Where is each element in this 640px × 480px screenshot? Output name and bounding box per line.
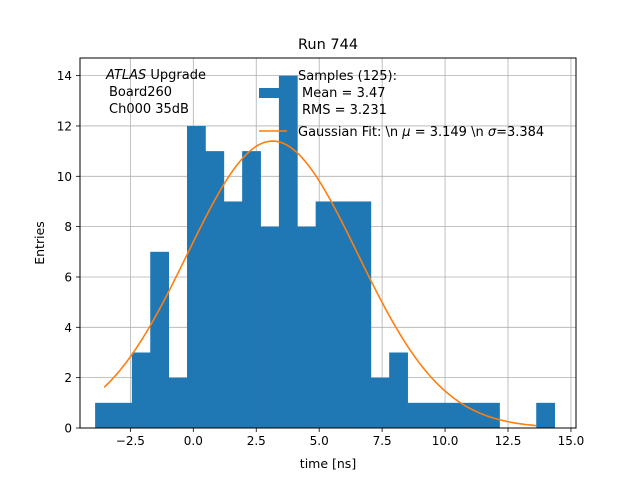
histogram-bars [95, 75, 555, 429]
y-tick-label: 8 [64, 220, 72, 234]
histogram-bar [389, 352, 408, 428]
x-tick-label: 5.0 [310, 434, 329, 448]
histogram-bar [131, 352, 151, 428]
histogram-bar [150, 251, 170, 428]
histogram-bar [425, 402, 445, 428]
x-tick-label: −2.5 [116, 434, 145, 448]
histogram-bar [352, 201, 372, 428]
x-tick-label: 12.5 [495, 434, 522, 448]
fit-curve [103, 140, 537, 427]
histogram-bar [187, 125, 206, 429]
legend-samples-swatch [259, 88, 287, 98]
histogram-bar [278, 75, 298, 428]
x-tick-label: 7.5 [373, 434, 392, 448]
histogram-bar [407, 402, 427, 428]
y-tick-label: 2 [64, 371, 72, 385]
legend-samples-mean: Mean = 3.47 [302, 86, 386, 101]
legend: Samples (125): Mean = 3.47 RMS = 3.231 G… [259, 69, 544, 140]
legend-samples-title: Samples (125): [298, 69, 397, 84]
annotation-line-2: Board260 [109, 85, 172, 100]
legend-fit-label: Gaussian Fit: \n μ = 3.149 \n σ=3.384 [298, 125, 544, 140]
histogram-bar [334, 201, 353, 428]
histogram-bar [260, 226, 280, 428]
legend-fit-suffix: =3.384 [496, 125, 544, 140]
x-tick-label: 10.0 [432, 434, 459, 448]
legend-samples-rms: RMS = 3.231 [302, 103, 387, 118]
annotation-line-1: ATLAS Upgrade [105, 68, 206, 83]
annotation-upgrade: Upgrade [146, 68, 206, 83]
histogram-bar [536, 402, 555, 428]
x-axis-label: time [ns] [300, 456, 356, 471]
y-tick-label: 4 [64, 321, 72, 335]
legend-fit-middle: = 3.149 \n [411, 125, 488, 140]
legend-fit-sigma: σ [488, 125, 497, 140]
histogram-bar [444, 402, 464, 428]
y-tick-label: 12 [57, 119, 72, 133]
y-tick-label: 6 [64, 270, 72, 284]
histogram-bar [113, 402, 133, 428]
legend-fit-prefix: Gaussian Fit: \n [298, 125, 402, 140]
y-tick-label: 14 [57, 69, 72, 83]
histogram-bar [481, 402, 500, 428]
histogram-bar [242, 151, 261, 428]
y-axis-ticks: 0 2 4 6 8 10 12 14 [57, 69, 80, 436]
histogram-bar [223, 201, 243, 428]
x-tick-label: 2.5 [247, 434, 266, 448]
x-tick-label: 15.0 [558, 434, 585, 448]
histogram-bar [168, 377, 188, 428]
histogram-bar [95, 402, 114, 428]
y-axis-label: Entries [32, 221, 47, 265]
plot-frame [79, 57, 577, 429]
gaussian-fit [103, 140, 537, 427]
annotation-line-3: Ch000 35dB [109, 102, 189, 117]
atlas-annotation: ATLAS Upgrade Board260 Ch000 35dB [105, 68, 206, 117]
legend-fit-mu: μ [401, 125, 410, 140]
histogram-bar [370, 377, 390, 428]
x-axis-ticks: −2.5 0.0 2.5 5.0 7.5 10.0 12.5 15.0 [116, 428, 585, 448]
histogram-bar [297, 226, 317, 428]
chart-title: Run 744 [298, 37, 358, 53]
y-tick-label: 0 [64, 422, 72, 436]
histogram-bar [315, 201, 335, 428]
annotation-atlas: ATLAS [105, 68, 146, 83]
x-tick-label: 0.0 [184, 434, 203, 448]
y-tick-label: 10 [57, 170, 72, 184]
histogram-bar [462, 402, 482, 428]
histogram-bar [205, 151, 225, 428]
